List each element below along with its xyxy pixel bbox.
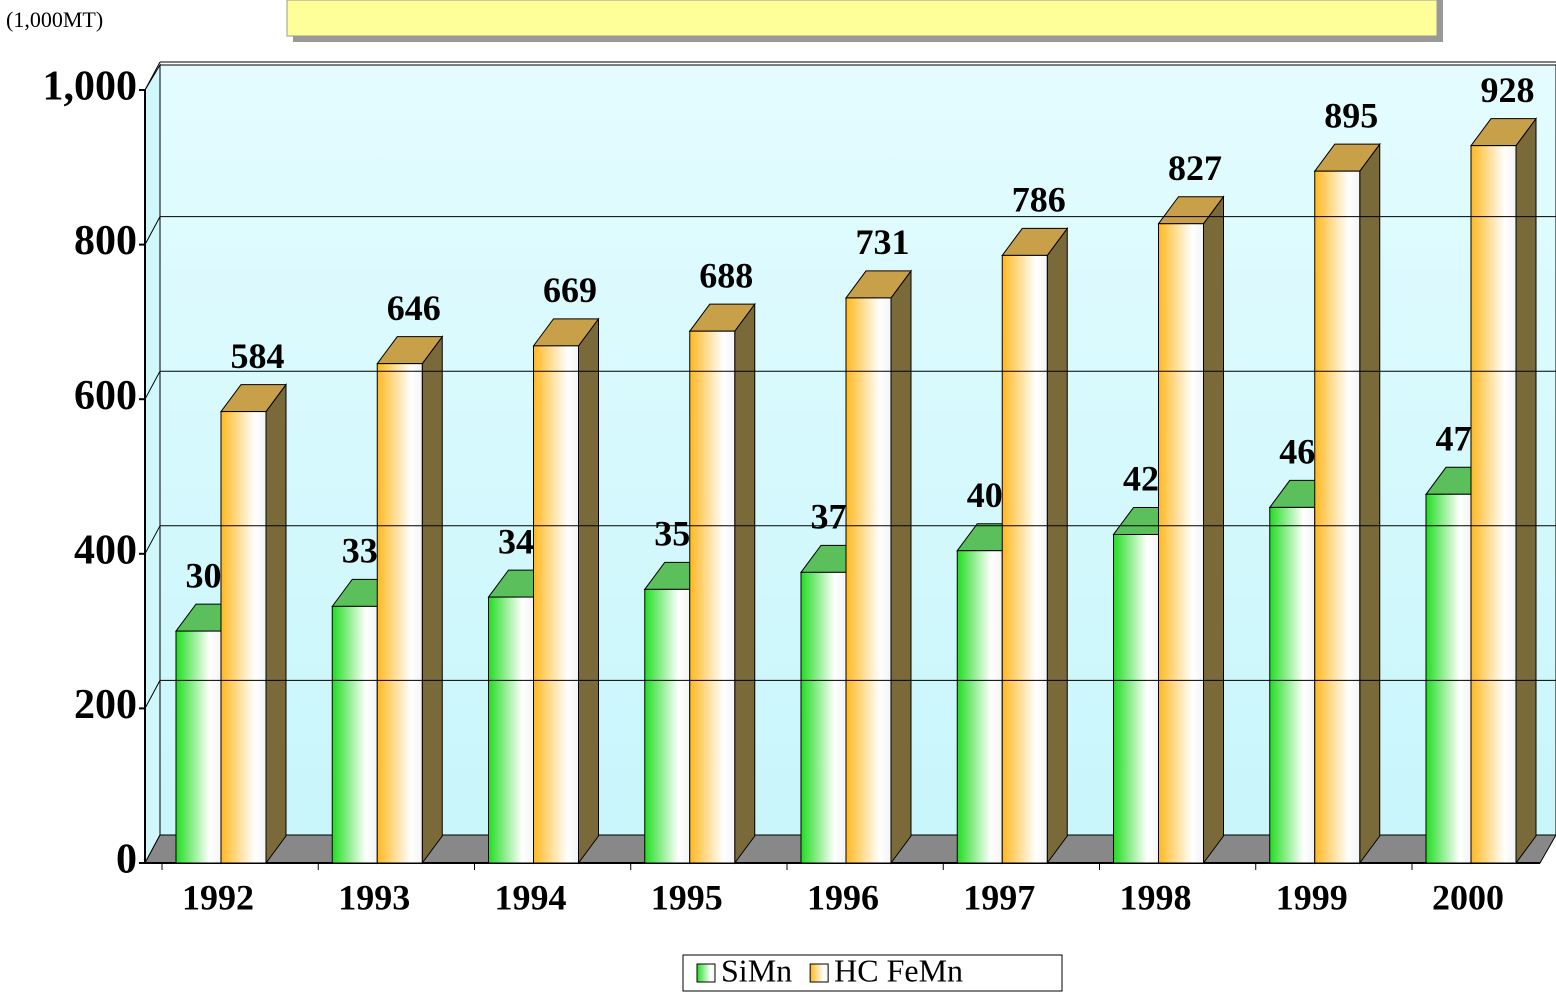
grid-line bbox=[144, 216, 161, 245]
bar-side bbox=[265, 383, 287, 865]
legend-swatch bbox=[696, 963, 716, 983]
bar bbox=[1001, 254, 1048, 864]
bar bbox=[845, 297, 892, 864]
x-tick-label: 1993 bbox=[338, 877, 410, 917]
legend-label: SiMn bbox=[721, 952, 792, 988]
value-label: 646 bbox=[387, 288, 441, 328]
bar-side bbox=[1515, 117, 1537, 865]
grid-line bbox=[144, 680, 161, 709]
x-tick-label: 1997 bbox=[963, 877, 1035, 917]
legend bbox=[682, 954, 1063, 992]
bar-side bbox=[734, 302, 756, 865]
grid-line bbox=[144, 525, 161, 555]
x-tick-label: 1998 bbox=[1120, 877, 1192, 917]
y-tick-label: 400 bbox=[74, 527, 137, 573]
bar bbox=[1158, 223, 1204, 864]
legend-swatch bbox=[809, 963, 829, 983]
bar bbox=[1470, 145, 1517, 864]
y-tick-label: 200 bbox=[74, 682, 137, 728]
bar bbox=[644, 588, 691, 864]
value-label: 731 bbox=[856, 222, 910, 262]
value-label: 688 bbox=[699, 255, 753, 295]
bar-side bbox=[1359, 142, 1381, 865]
x-tick-label: 1999 bbox=[1276, 877, 1348, 917]
bar bbox=[800, 571, 847, 864]
bar-side bbox=[578, 317, 599, 865]
bar bbox=[689, 330, 736, 864]
bar bbox=[1314, 170, 1361, 864]
side-wall bbox=[144, 63, 161, 864]
bar bbox=[533, 345, 579, 864]
value-label: 827 bbox=[1168, 148, 1222, 188]
x-tick-label: 1995 bbox=[651, 877, 723, 917]
bar-side bbox=[1203, 195, 1224, 865]
bar-side bbox=[1046, 226, 1068, 865]
value-label: 669 bbox=[543, 270, 597, 310]
plot: 3005843326463446693546883767314047864258… bbox=[175, 70, 1537, 865]
legend-label: HC FeMn bbox=[834, 952, 963, 988]
bar bbox=[220, 411, 267, 864]
bar bbox=[376, 363, 423, 864]
y-tick-label: 0 bbox=[116, 837, 137, 883]
x-tick-label: 1996 bbox=[807, 877, 879, 917]
bar bbox=[1425, 493, 1472, 864]
value-label: 895 bbox=[1324, 95, 1378, 135]
value-label: 584 bbox=[231, 336, 285, 376]
title-box bbox=[286, 0, 1438, 37]
grid-line bbox=[144, 61, 161, 91]
x-tick-label: 1994 bbox=[495, 877, 567, 917]
unit-label: (1,000MT) bbox=[6, 7, 103, 32]
y-tick-label: 800 bbox=[74, 218, 137, 264]
bar-side bbox=[421, 335, 443, 865]
bar bbox=[1113, 533, 1159, 864]
x-tick-label: 2000 bbox=[1432, 877, 1504, 917]
y-tick-label: 1,000 bbox=[43, 64, 138, 110]
bar bbox=[956, 550, 1003, 864]
bar bbox=[1269, 506, 1316, 864]
grid-line bbox=[144, 370, 161, 400]
bar-side bbox=[890, 269, 912, 865]
bar bbox=[331, 605, 378, 864]
bar bbox=[488, 596, 534, 864]
x-tick-label: 1992 bbox=[182, 877, 254, 917]
y-tick-label: 600 bbox=[74, 373, 137, 419]
value-label: 786 bbox=[1012, 180, 1066, 220]
bar bbox=[175, 630, 222, 864]
value-label: 928 bbox=[1481, 70, 1535, 110]
